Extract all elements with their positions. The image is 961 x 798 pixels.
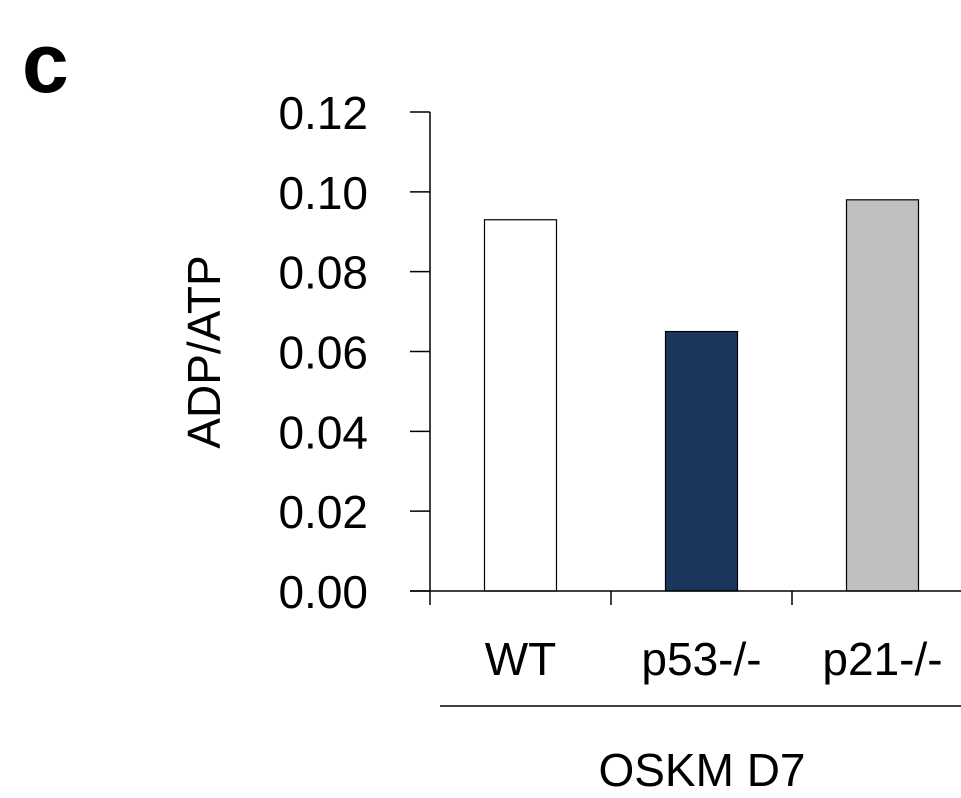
group-label: OSKM D7 (598, 744, 805, 796)
y-tick-label: 0.06 (278, 327, 368, 379)
y-tick-label: 0.08 (278, 247, 368, 299)
y-axis (410, 111, 431, 592)
bar-1 (664, 330, 739, 592)
y-axis-title: ADP/ATP (178, 255, 230, 448)
y-tick-label: 0.04 (278, 406, 368, 458)
y-tick-label: 0.12 (278, 87, 368, 139)
bars (483, 199, 920, 592)
x-axis (410, 590, 961, 605)
bar-2 (845, 199, 920, 592)
x-tick-label: p21-/- (822, 633, 942, 685)
y-tick-label: 0.10 (278, 167, 368, 219)
x-tick-labels: WT p53-/- p21-/- (485, 633, 943, 685)
bar-0 (483, 219, 558, 592)
panel-label: c (22, 16, 69, 110)
x-tick-label: p53-/- (641, 633, 761, 685)
y-tick-labels: 0.00 0.02 0.04 0.06 0.08 0.10 0.12 (278, 87, 368, 618)
y-tick-label: 0.00 (278, 566, 368, 618)
y-tick-label: 0.02 (278, 486, 368, 538)
x-tick-label: WT (485, 633, 557, 685)
